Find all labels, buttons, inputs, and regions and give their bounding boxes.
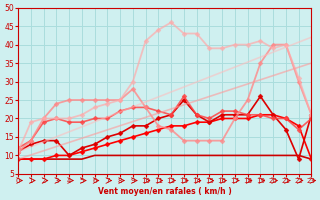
X-axis label: Vent moyen/en rafales ( km/h ): Vent moyen/en rafales ( km/h ) bbox=[98, 187, 232, 196]
